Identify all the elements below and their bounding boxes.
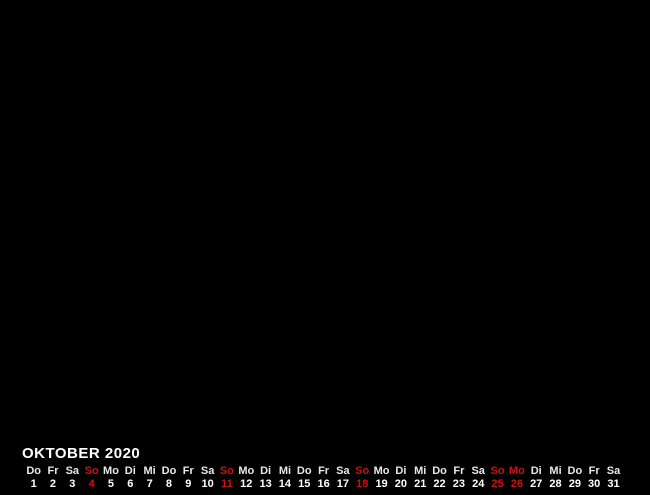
date-label: 10 [201, 478, 214, 490]
day-column: Sa 3 [63, 465, 82, 491]
day-column: Sa 31 [604, 465, 623, 491]
day-column: Mo 5 [101, 465, 120, 491]
date-label: 30 [588, 478, 601, 490]
weekday-label: Do [432, 465, 447, 477]
date-label: 23 [452, 478, 465, 490]
weekday-label: Di [530, 465, 542, 477]
weekday-label: Sa [336, 465, 350, 477]
date-label: 22 [433, 478, 446, 490]
date-label: 29 [568, 478, 581, 490]
day-column: Mi 7 [140, 465, 159, 491]
day-column: Mi 21 [411, 465, 430, 491]
date-label: 3 [69, 478, 76, 490]
day-column: So 25 [488, 465, 507, 491]
calendar-title: OKTOBER 2020 [22, 445, 141, 462]
day-column: Mi 14 [275, 465, 294, 491]
weekday-label: Fr [182, 465, 194, 477]
date-label: 17 [336, 478, 350, 490]
weekday-label: Di [124, 465, 136, 477]
day-column: Sa 24 [469, 465, 488, 491]
date-label: 25 [491, 478, 504, 490]
day-column: Do 1 [24, 465, 43, 491]
date-label: 15 [298, 478, 311, 490]
date-label: 28 [549, 478, 562, 490]
weekday-label: Fr [318, 465, 330, 477]
date-label: 16 [317, 478, 330, 490]
weekday-label: Sa [200, 465, 215, 477]
weekday-label: Fr [453, 465, 465, 477]
weekday-label: Mo [373, 465, 390, 477]
weekday-label: Sa [65, 465, 80, 477]
day-column: Fr 23 [449, 465, 468, 491]
weekday-label: Mo [103, 465, 119, 477]
day-column: Mi 28 [546, 465, 565, 491]
date-label: 14 [278, 478, 292, 490]
day-column: Fr 2 [43, 465, 62, 491]
day-column: Sa 10 [198, 465, 217, 491]
weekday-label: Di [395, 465, 407, 477]
day-column: Di 20 [391, 465, 410, 491]
weekday-label: Do [567, 465, 583, 477]
weekday-label: Mi [278, 465, 292, 477]
calendar-strip: OKTOBER 2020 Do 1 Fr 2 Sa 3 So 4 Mo 5 Di 6 Mi 7 Do 8 Fr 9… [22, 445, 623, 491]
date-label: 8 [165, 478, 173, 490]
weekday-label: Mi [549, 465, 562, 477]
weekday-label: Di [260, 465, 272, 477]
date-label: 7 [146, 478, 153, 490]
weekday-label: So [84, 465, 99, 477]
date-label: 5 [107, 478, 115, 490]
date-label: 2 [49, 478, 57, 490]
date-label: 6 [127, 478, 134, 490]
date-label: 21 [414, 478, 427, 490]
weekday-label: Do [161, 465, 177, 477]
weekday-label: So [355, 465, 370, 477]
day-column: Mo 26 [507, 465, 526, 491]
weekday-label: Sa [471, 465, 485, 477]
date-label: 18 [356, 478, 369, 490]
weekday-label: Mi [414, 465, 427, 477]
weekday-label: Fr [588, 465, 600, 477]
day-column: So 4 [82, 465, 101, 491]
day-column: So 11 [217, 465, 236, 491]
weekday-label: So [219, 465, 234, 477]
weekday-label: So [490, 465, 505, 477]
day-column: Mo 19 [372, 465, 391, 491]
date-label: 9 [185, 478, 192, 490]
day-column: Sa 17 [333, 465, 352, 491]
day-column: So 18 [353, 465, 372, 491]
day-column: Do 8 [159, 465, 178, 491]
date-label: 12 [240, 478, 253, 490]
weekday-label: Sa [606, 465, 621, 477]
day-column: Do 29 [565, 465, 584, 491]
day-column: Do 15 [295, 465, 314, 491]
date-label: 31 [607, 478, 620, 490]
day-column: Fr 30 [585, 465, 604, 491]
day-column: Di 6 [121, 465, 140, 491]
day-column: Fr 16 [314, 465, 333, 491]
date-label: 27 [530, 478, 543, 490]
weekday-label: Fr [47, 465, 59, 477]
weekday-label: Mi [143, 465, 156, 477]
day-column: Di 27 [527, 465, 546, 491]
date-label: 24 [472, 478, 485, 490]
date-label: 4 [88, 478, 95, 490]
weekday-label: Mo [508, 465, 525, 477]
weekday-label: Do [26, 465, 41, 477]
day-column: Di 13 [256, 465, 275, 491]
date-label: 1 [30, 478, 37, 490]
date-label: 11 [221, 478, 233, 490]
date-label: 19 [375, 478, 388, 490]
date-label: 26 [510, 478, 523, 490]
calendar-days-row: Do 1 Fr 2 Sa 3 So 4 Mo 5 Di 6 Mi 7 Do 8 Fr 9 Sa 10 So 11 Mo 12 D… [24, 465, 623, 491]
day-column: Fr 9 [179, 465, 198, 491]
weekday-label: Do [296, 465, 312, 477]
day-column: Do 22 [430, 465, 449, 491]
day-column: Mo 12 [237, 465, 256, 491]
weekday-label: Mo [238, 465, 255, 477]
date-label: 13 [259, 478, 272, 490]
date-label: 20 [394, 478, 408, 490]
